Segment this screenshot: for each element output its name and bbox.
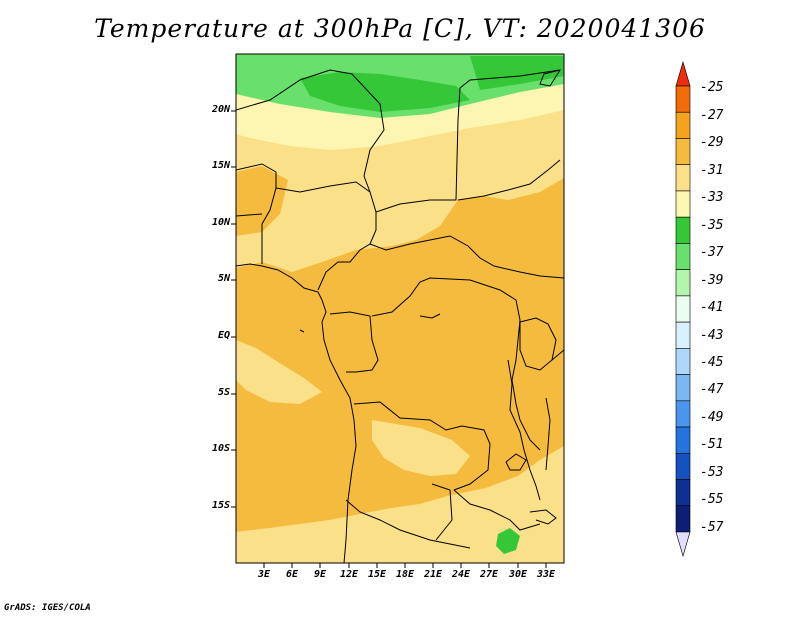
- colorbar-label: -31: [700, 163, 724, 178]
- field-band-37-east: [470, 56, 564, 90]
- colorbar-segment: [675, 216, 691, 244]
- lat-label-10s: 10S: [211, 443, 230, 454]
- colorbar-segment: [675, 505, 691, 533]
- colorbar-segment: [675, 243, 691, 270]
- chart-title: Temperature at 300hPa [C], VT: 202004130…: [94, 14, 706, 43]
- field-band-35-south: [496, 528, 520, 554]
- colorbar-label: -27: [700, 108, 724, 123]
- field-band-29: [236, 160, 564, 532]
- colorbar-segment: [675, 452, 691, 480]
- lat-label-eq: EQ: [217, 330, 230, 341]
- colorbar-segment: [675, 295, 691, 323]
- field-band-31-patch-a: [236, 340, 322, 404]
- colorbar-segment: [675, 164, 691, 192]
- field-band-37: [300, 72, 470, 112]
- colorbar-label: -37: [700, 245, 724, 260]
- colorbar-segment: [675, 400, 691, 428]
- lon-label-15e: 15E: [367, 569, 387, 580]
- colorbar: [675, 60, 691, 558]
- lat-label-5s: 5S: [217, 387, 230, 398]
- lon-label-3e: 3E: [257, 569, 271, 580]
- field-band-33: [236, 84, 564, 150]
- colorbar-label: -53: [700, 465, 724, 480]
- lat-label-20n: 20N: [211, 104, 230, 115]
- lon-label-30e: 30E: [508, 569, 528, 580]
- lon-label-21e: 21E: [423, 569, 443, 580]
- colorbar-label: -47: [700, 382, 724, 397]
- colorbar-label: -41: [700, 300, 724, 315]
- colorbar-label: -43: [700, 328, 724, 343]
- lat-label-5n: 5N: [217, 273, 230, 284]
- lon-label-9e: 9E: [313, 569, 327, 580]
- colorbar-segment: [675, 60, 691, 87]
- colorbar-segment: [675, 348, 691, 375]
- colorbar-segment: [675, 190, 691, 218]
- colorbar-label: -55: [700, 492, 724, 507]
- colorbar-label: -33: [700, 190, 724, 205]
- lon-label-24e: 24E: [451, 569, 471, 580]
- lat-ticks: [231, 110, 236, 508]
- colorbar-segment: [675, 374, 691, 402]
- colorbar-segment: [675, 138, 691, 166]
- lon-label-33e: 33E: [536, 569, 556, 580]
- lon-label-6e: 6E: [285, 569, 299, 580]
- lat-label-10n: 10N: [211, 217, 230, 228]
- colorbar-segment: [675, 269, 691, 297]
- lat-label-15n: 15N: [211, 160, 230, 171]
- colorbar-label: -25: [700, 80, 724, 95]
- colorbar-label: -57: [700, 520, 724, 535]
- colorbar-label: -39: [700, 273, 724, 288]
- country-borders: [236, 69, 564, 563]
- field-band-31-patch-c: [480, 150, 564, 200]
- field-band-31-south: [236, 446, 564, 563]
- field-band-31-patch-b: [372, 420, 470, 476]
- colorbar-label: -29: [700, 135, 724, 150]
- colorbar-segment: [675, 426, 691, 454]
- lon-label-12e: 12E: [339, 569, 359, 580]
- credit-text: GrADS: IGES/COLA: [4, 603, 91, 613]
- plot-frame: [235, 53, 565, 564]
- colorbar-segment: [675, 531, 691, 558]
- colorbar-label: -35: [700, 218, 724, 233]
- colorbar-segment: [675, 111, 691, 139]
- colorbar-label: -51: [700, 437, 724, 452]
- lon-label-18e: 18E: [395, 569, 415, 580]
- lat-label-15s: 15S: [211, 500, 230, 511]
- colorbar-segment: [675, 479, 691, 507]
- lon-label-27e: 27E: [479, 569, 499, 580]
- colorbar-segment: [675, 321, 691, 349]
- colorbar-label: -45: [700, 355, 724, 370]
- colorbar-label: -49: [700, 410, 724, 425]
- lon-ticks: [263, 563, 547, 568]
- colorbar-segment: [675, 85, 691, 113]
- field-band-29-west: [236, 166, 288, 236]
